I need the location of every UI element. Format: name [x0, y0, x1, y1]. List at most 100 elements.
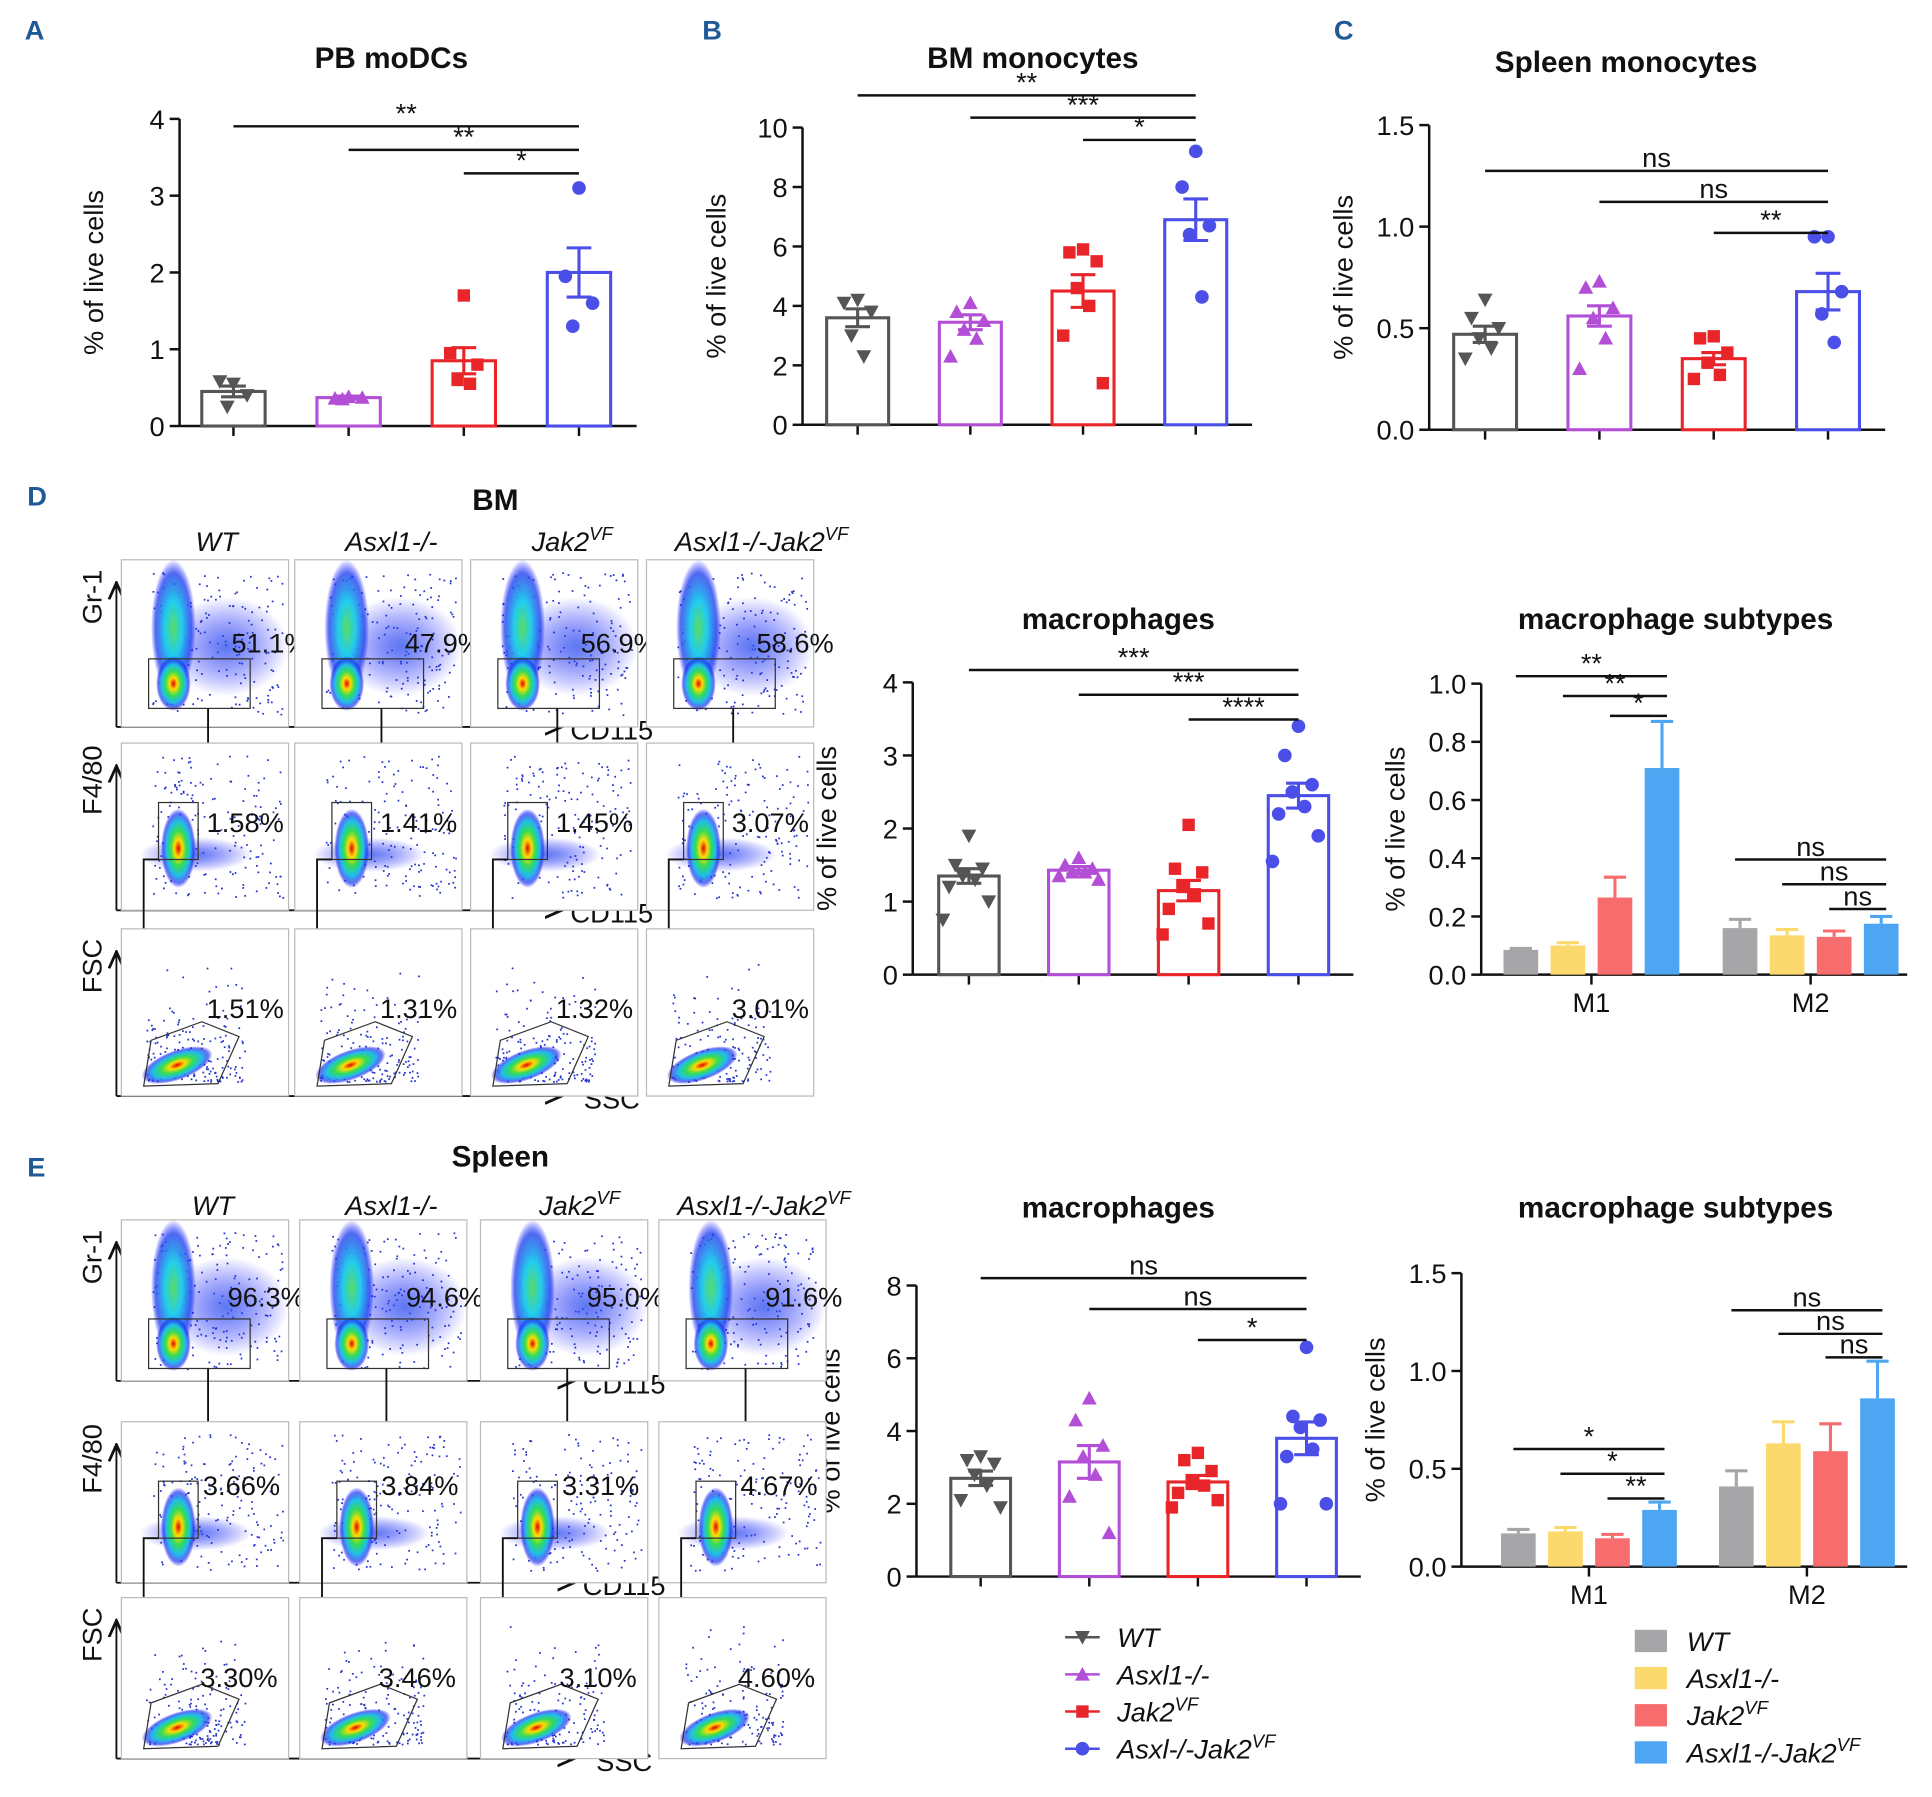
- flow-dot: [736, 894, 739, 897]
- flow-dot: [776, 1507, 779, 1510]
- flow-dot: [416, 1551, 419, 1554]
- flow-dot: [573, 1741, 576, 1744]
- flow-dot: [717, 804, 719, 807]
- flow-dot: [589, 1073, 592, 1076]
- flow-dot: [220, 1041, 223, 1043]
- flow-dot: [151, 1029, 154, 1031]
- flow-dot: [714, 1666, 716, 1669]
- flow-dot: [152, 1028, 154, 1030]
- flow-dot: [756, 1041, 759, 1044]
- flow-dot: [636, 1523, 639, 1526]
- flow-core: [491, 1046, 562, 1084]
- flow-cloud: [318, 1515, 430, 1551]
- point: [844, 329, 859, 344]
- flow-dot: [582, 977, 584, 979]
- flow-dot: [807, 1478, 810, 1480]
- flow-dot: [385, 1697, 388, 1700]
- flow-dot: [246, 1458, 249, 1460]
- point: [1211, 1493, 1224, 1507]
- flow-dot: [225, 1686, 228, 1689]
- flow-dot: [515, 1659, 517, 1662]
- flow-dot: [247, 697, 249, 699]
- flow-dot: [329, 1030, 332, 1033]
- flow-plot: [120, 1219, 290, 1382]
- point: [1188, 888, 1201, 901]
- flow-dot: [236, 1495, 239, 1498]
- flow-dot: [375, 1004, 378, 1006]
- flow-dot: [622, 811, 624, 814]
- point: [1195, 290, 1209, 304]
- flow-dot: [599, 1729, 601, 1732]
- flow-dot: [368, 1079, 371, 1082]
- flow-dot: [617, 794, 620, 797]
- flow-dot: [171, 1481, 174, 1484]
- flow-dot: [331, 1481, 334, 1484]
- flow-dot: [811, 1248, 814, 1251]
- flow-dot: [214, 878, 217, 881]
- flow-dot: [233, 1659, 236, 1661]
- flow-dot: [223, 1663, 226, 1666]
- flow-dot: [760, 1742, 763, 1745]
- flow-dot: [739, 1660, 741, 1663]
- flow-dot: [547, 1743, 549, 1746]
- flow-dot: [781, 784, 784, 786]
- flow-dot: [581, 1484, 583, 1486]
- flow-dot: [242, 1042, 244, 1045]
- x-tick-label: M1: [1572, 987, 1610, 1018]
- flow-dot: [223, 1232, 226, 1235]
- flow-dot: [189, 1706, 192, 1708]
- flow-dot: [601, 857, 604, 860]
- legend-label-text: Jak2: [1116, 1696, 1175, 1727]
- legend-swatch: [1634, 1629, 1667, 1653]
- flow-dot: [795, 845, 798, 848]
- flow-dot: [238, 1507, 241, 1510]
- legend-swatch: [1634, 1704, 1667, 1727]
- flow-dot: [259, 815, 261, 818]
- flow-dot: [640, 1278, 642, 1281]
- flow-dot: [763, 799, 766, 802]
- significance-label: **: [1760, 204, 1782, 235]
- flow-dot: [747, 1079, 749, 1082]
- flow-dot: [273, 1541, 276, 1544]
- flow-dot: [448, 832, 451, 835]
- flow-dot: [752, 759, 754, 761]
- flow-dot: [414, 589, 417, 592]
- flow-dot: [802, 700, 804, 703]
- legend-marker: [1074, 1666, 1090, 1681]
- flow-dot: [402, 1073, 405, 1076]
- flow-dot: [593, 1714, 596, 1717]
- flow-gate: [147, 1318, 251, 1370]
- flow-dot: [399, 595, 402, 597]
- flow-dot: [579, 1480, 582, 1482]
- flow-title: Spleen: [452, 1141, 549, 1174]
- flow-dot: [417, 885, 420, 888]
- flow-dot: [726, 1078, 728, 1080]
- flow-dot: [608, 887, 611, 890]
- flow-dot: [738, 1439, 741, 1442]
- flow-plot: [479, 1219, 649, 1382]
- flow-dot: [163, 787, 166, 790]
- flow-dot: [420, 869, 423, 872]
- flow-dot: [580, 1474, 582, 1477]
- flow-dot: [252, 1249, 254, 1252]
- flow-dot: [752, 1494, 755, 1496]
- flow-dot: [555, 1039, 558, 1041]
- flow-dot: [177, 1689, 179, 1692]
- flow-dot: [559, 1076, 562, 1079]
- flow-dot: [398, 1742, 401, 1745]
- flow-dot: [451, 613, 454, 616]
- point: [457, 289, 470, 302]
- flow-dot: [748, 1064, 751, 1066]
- flow-dot: [229, 1073, 232, 1076]
- flow-dot: [581, 870, 583, 872]
- flow-dot: [733, 701, 736, 704]
- flow-dot: [385, 792, 388, 795]
- flow-dot: [224, 1034, 227, 1037]
- flow-dot: [732, 1038, 734, 1041]
- flow-dot: [437, 1257, 440, 1260]
- flow-dot: [215, 1366, 218, 1369]
- flow-dot: [743, 1036, 746, 1039]
- flow-dot: [613, 1549, 616, 1552]
- flow-dot: [460, 1332, 462, 1335]
- flow-dot: [148, 1701, 151, 1704]
